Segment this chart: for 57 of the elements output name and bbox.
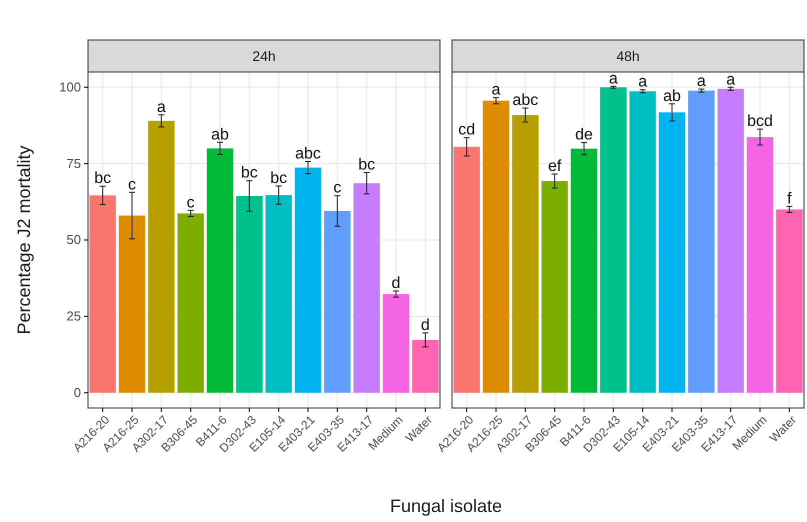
y-tick-label: 25	[66, 308, 81, 324]
annotation: abc	[512, 92, 538, 110]
chart-title: 24h	[252, 48, 276, 64]
x-axis-title: Fungal isolate	[390, 496, 502, 516]
bar	[512, 115, 539, 393]
annotation: bc	[270, 170, 288, 187]
annotation: ab	[663, 88, 681, 105]
annotation: ab	[211, 126, 229, 144]
annotation: bc	[240, 164, 258, 182]
bar	[89, 195, 116, 393]
annotation: bc	[94, 170, 112, 188]
annotation: a	[696, 73, 706, 90]
bar	[776, 209, 803, 393]
bar	[177, 213, 204, 393]
bar	[570, 148, 598, 393]
annotation: a	[638, 74, 648, 91]
bar	[294, 168, 322, 393]
bar	[265, 195, 292, 393]
bar	[717, 88, 744, 393]
annotation: c	[128, 176, 136, 194]
annotation: c	[186, 194, 195, 212]
bar	[206, 148, 234, 393]
annotation: d	[420, 316, 430, 334]
bar	[353, 183, 380, 393]
y-tick-label: 0	[74, 384, 81, 400]
annotation: a	[156, 98, 166, 116]
bar	[541, 181, 568, 393]
annotation: cd	[458, 122, 476, 139]
bar	[746, 137, 774, 393]
bar	[382, 294, 410, 393]
annotation: abc	[295, 146, 321, 162]
annotation: c	[333, 180, 342, 197]
annotation: bc	[358, 156, 376, 174]
y-tick-label: 100	[59, 79, 81, 94]
bar	[629, 91, 656, 393]
annotation: a	[608, 70, 618, 88]
bar	[600, 87, 627, 393]
y-tick-label: 75	[66, 156, 81, 171]
annotation: f	[787, 190, 792, 208]
bar	[148, 120, 175, 393]
bar	[453, 146, 480, 393]
chart-title: 48h	[616, 48, 640, 64]
y-tick-label: 50	[66, 232, 81, 248]
bar	[324, 210, 351, 393]
annotation: d	[392, 275, 400, 292]
annotation: bcd	[747, 113, 773, 130]
bar	[688, 90, 715, 393]
annotation: a	[492, 82, 501, 99]
annotation: ef	[548, 158, 562, 176]
bar	[412, 340, 439, 393]
bar	[482, 100, 510, 393]
bar	[236, 196, 263, 393]
bar	[658, 112, 686, 393]
annotation: a	[726, 71, 736, 88]
y-axis-title: Percentage J2 mortality	[14, 145, 34, 335]
annotation: de	[575, 126, 593, 144]
bar	[118, 216, 146, 393]
